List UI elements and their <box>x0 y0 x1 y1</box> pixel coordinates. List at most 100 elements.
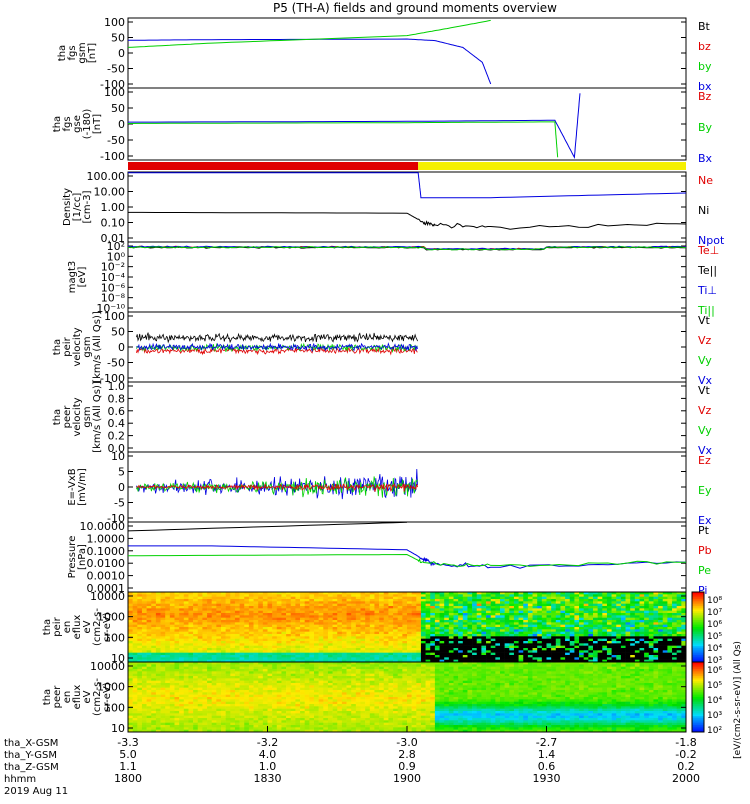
heatmap-cell <box>653 599 658 602</box>
heatmap-cell <box>579 648 584 651</box>
heatmap-cell <box>440 634 445 637</box>
heatmap-cell <box>314 636 319 639</box>
heatmap-cell <box>626 629 631 632</box>
heatmap-cell <box>179 718 184 721</box>
heatmap-cell <box>314 643 319 646</box>
heatmap-cell <box>612 620 617 623</box>
heatmap-cell <box>598 643 603 646</box>
heatmap-cell <box>165 669 170 672</box>
heatmap-cell <box>565 639 570 642</box>
heatmap-cell <box>351 611 356 614</box>
heatmap-cell <box>244 692 249 695</box>
heatmap-cell <box>356 601 361 604</box>
heatmap-cell <box>658 627 663 630</box>
heatmap-cell <box>184 622 189 625</box>
heatmap-cell <box>198 643 203 646</box>
heatmap-cell <box>551 622 556 625</box>
heatmap-cell <box>212 664 217 667</box>
heatmap-cell <box>635 639 640 642</box>
heatmap-cell <box>677 657 682 660</box>
heatmap-cell <box>128 695 133 698</box>
heatmap-cell <box>258 688 263 691</box>
heatmap-cell <box>235 702 240 705</box>
heatmap-cell <box>644 646 649 649</box>
heatmap-cell <box>212 702 217 705</box>
heatmap-cell <box>658 653 663 656</box>
heatmap-cell <box>281 690 286 693</box>
heatmap-cell <box>137 648 142 651</box>
heatmap-cell <box>147 681 152 684</box>
heatmap-cell <box>426 608 431 611</box>
heatmap-cell <box>147 648 152 651</box>
heatmap-cell <box>602 599 607 602</box>
y-tick-label: 0.2 <box>108 430 126 443</box>
heatmap-cell <box>337 634 342 637</box>
heatmap-cell <box>263 627 268 630</box>
heatmap-cell <box>268 692 273 695</box>
heatmap-cell <box>281 599 286 602</box>
heatmap-cell <box>142 704 147 707</box>
heatmap-cell <box>667 634 672 637</box>
heatmap-cell <box>384 604 389 607</box>
heatmap-cell <box>560 606 565 609</box>
heatmap-cell <box>230 643 235 646</box>
heatmap-cell <box>533 611 538 614</box>
heatmap-cell <box>481 625 486 628</box>
heatmap-cell <box>291 697 296 700</box>
heatmap-cell <box>156 643 161 646</box>
heatmap-cell <box>268 657 273 660</box>
heatmap-cell <box>379 620 384 623</box>
heatmap-cell <box>440 613 445 616</box>
heatmap-cell <box>588 636 593 639</box>
heatmap-cell <box>249 678 254 681</box>
heatmap-cell <box>626 641 631 644</box>
heatmap-cells <box>128 592 686 662</box>
heatmap-cell <box>319 639 324 642</box>
heatmap-cell <box>170 678 175 681</box>
heatmap-cell <box>244 597 249 600</box>
heatmap-cell <box>170 632 175 635</box>
heatmap-cell <box>440 615 445 618</box>
heatmap-cell <box>258 597 263 600</box>
heatmap-cell <box>314 655 319 658</box>
heatmap-cell <box>291 699 296 702</box>
heatmap-cell <box>495 632 500 635</box>
heatmap-cell <box>295 608 300 611</box>
heatmap-cell <box>598 625 603 628</box>
heatmap-cell <box>337 657 342 660</box>
series-group <box>128 522 686 568</box>
heatmap-cell <box>472 650 477 653</box>
heatmap-cell <box>161 704 166 707</box>
heatmap-cell <box>300 627 305 630</box>
heatmap-cell <box>370 625 375 628</box>
heatmap-cell <box>286 622 291 625</box>
heatmap-cell <box>226 669 231 672</box>
heatmap-cell <box>291 599 296 602</box>
heatmap-cell <box>426 657 431 660</box>
y-tick-label: 1.0 <box>108 380 126 393</box>
heatmap-cell <box>202 601 207 604</box>
heatmap-cell <box>175 702 180 705</box>
heatmap-cell <box>644 639 649 642</box>
heatmap-cell <box>212 611 217 614</box>
heatmap-cell <box>644 648 649 651</box>
heatmap-cell <box>300 608 305 611</box>
heatmap-cell <box>374 594 379 597</box>
heatmap-cell <box>133 615 138 618</box>
heatmap-cell <box>416 618 421 621</box>
heatmap-cell <box>198 681 203 684</box>
heatmap-cell <box>142 629 147 632</box>
heatmap-cell <box>351 608 356 611</box>
heatmap-cell <box>607 653 612 656</box>
heatmap-cell <box>463 625 468 628</box>
heatmap-cell <box>202 648 207 651</box>
heatmap-cell <box>216 685 221 688</box>
heatmap-cell <box>263 709 268 712</box>
heatmap-cell <box>588 625 593 628</box>
heatmap-cell <box>179 597 184 600</box>
heatmap-cell <box>319 636 324 639</box>
heatmap-cell <box>175 720 180 723</box>
heatmap-cell <box>147 669 152 672</box>
heatmap-cell <box>472 646 477 649</box>
